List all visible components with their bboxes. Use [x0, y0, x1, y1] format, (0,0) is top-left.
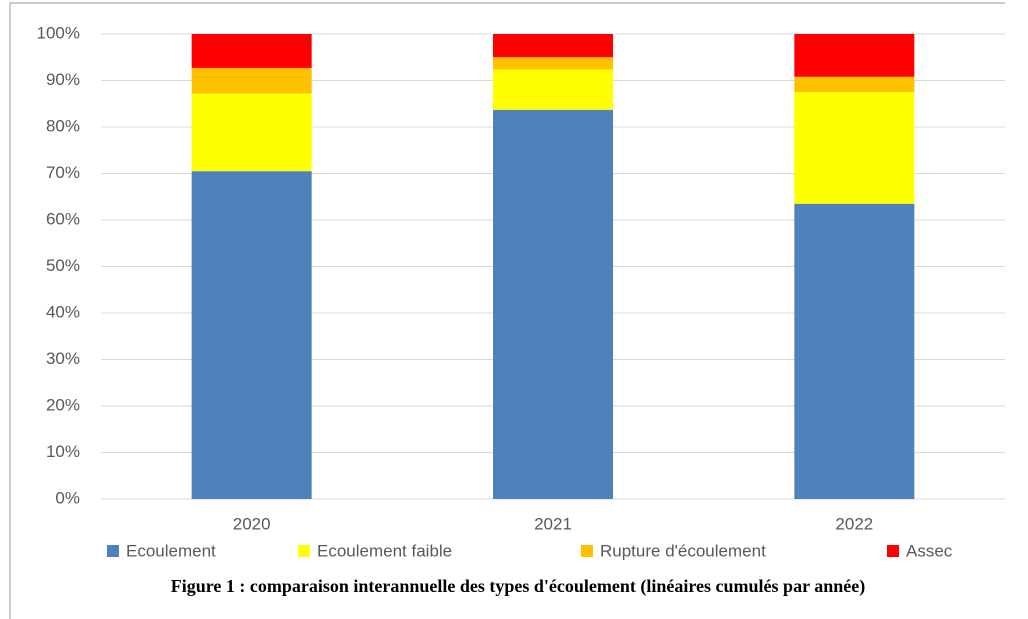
y-tick-label: 90%: [46, 70, 80, 89]
bar-segment: [191, 34, 312, 68]
y-tick-label: 30%: [46, 349, 80, 368]
y-tick-label: 80%: [46, 116, 80, 135]
x-tick-label: 2021: [534, 514, 572, 533]
y-tick-label: 60%: [46, 209, 80, 228]
x-tick-label: 2022: [835, 514, 873, 533]
legend-label: Ecoulement faible: [317, 541, 452, 560]
bar-segment: [191, 67, 312, 94]
bar-segment: [493, 109, 613, 500]
caption: Figure 1 : comparaison interannuelle des…: [171, 576, 865, 597]
x-tick-label: 2020: [233, 514, 271, 533]
legend-label: Assec: [906, 541, 953, 560]
bar-segment: [493, 57, 613, 70]
bar-segment: [794, 34, 915, 77]
y-tick-label: 20%: [46, 395, 80, 414]
bar-segment: [493, 34, 613, 58]
y-tick-label: 70%: [46, 163, 80, 182]
y-tick-label: 10%: [46, 442, 80, 461]
bar-segment: [191, 171, 312, 500]
legend-swatch: [107, 545, 119, 557]
legend-swatch: [298, 545, 310, 557]
legend-label: Rupture d'écoulement: [600, 541, 766, 560]
bar-segment: [191, 93, 312, 172]
bar-segment: [794, 76, 915, 93]
legend-swatch: [887, 545, 899, 557]
y-tick-label: 50%: [46, 256, 80, 275]
legend-swatch: [581, 545, 593, 557]
y-tick-label: 40%: [46, 302, 80, 321]
bar-segment: [794, 92, 915, 204]
y-tick-label: 100%: [37, 23, 80, 42]
bar-segment: [493, 69, 613, 110]
bar-segment: [794, 203, 915, 499]
y-tick-label: 0%: [55, 488, 80, 507]
legend-label: Ecoulement: [126, 541, 216, 560]
